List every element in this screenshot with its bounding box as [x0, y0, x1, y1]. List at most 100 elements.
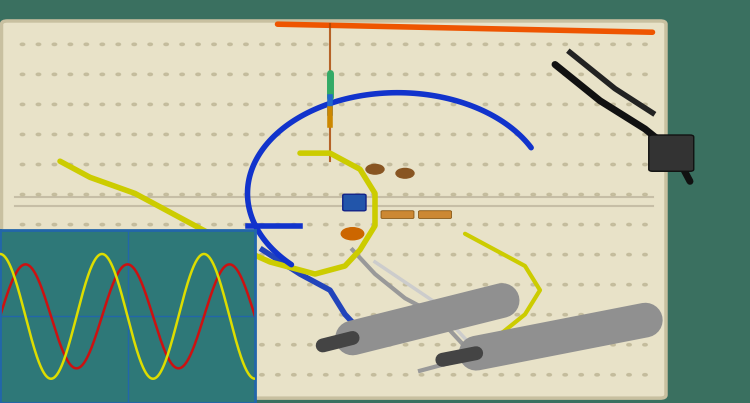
Circle shape — [323, 343, 328, 346]
Circle shape — [196, 73, 200, 76]
Circle shape — [132, 103, 136, 106]
Circle shape — [132, 223, 136, 226]
Circle shape — [36, 343, 40, 346]
Circle shape — [483, 283, 488, 286]
Circle shape — [132, 343, 136, 346]
Circle shape — [467, 223, 472, 226]
Circle shape — [340, 43, 344, 46]
Circle shape — [531, 253, 536, 256]
Circle shape — [276, 343, 280, 346]
Circle shape — [116, 163, 121, 166]
Circle shape — [260, 253, 264, 256]
Circle shape — [499, 374, 503, 376]
Circle shape — [68, 374, 73, 376]
Circle shape — [100, 73, 104, 76]
Circle shape — [53, 253, 57, 256]
Circle shape — [627, 343, 632, 346]
Circle shape — [84, 43, 88, 46]
Circle shape — [84, 103, 88, 106]
Circle shape — [164, 253, 169, 256]
Circle shape — [116, 253, 121, 256]
Circle shape — [308, 283, 312, 286]
Circle shape — [531, 163, 536, 166]
Circle shape — [116, 343, 121, 346]
Circle shape — [483, 133, 488, 136]
Circle shape — [228, 103, 232, 106]
Circle shape — [467, 133, 472, 136]
Circle shape — [36, 43, 40, 46]
Circle shape — [292, 103, 296, 106]
Circle shape — [435, 253, 439, 256]
Circle shape — [419, 133, 424, 136]
Circle shape — [531, 43, 536, 46]
Circle shape — [387, 193, 392, 196]
Circle shape — [452, 73, 456, 76]
Circle shape — [579, 283, 584, 286]
Circle shape — [84, 283, 88, 286]
Circle shape — [196, 193, 200, 196]
Circle shape — [419, 103, 424, 106]
Circle shape — [100, 193, 104, 196]
Circle shape — [610, 253, 615, 256]
Circle shape — [228, 193, 232, 196]
Circle shape — [260, 193, 264, 196]
Circle shape — [196, 314, 200, 316]
Circle shape — [260, 163, 264, 166]
Circle shape — [132, 283, 136, 286]
Circle shape — [53, 103, 57, 106]
Circle shape — [356, 253, 360, 256]
Circle shape — [211, 133, 216, 136]
Circle shape — [292, 314, 296, 316]
Circle shape — [244, 133, 248, 136]
Circle shape — [340, 283, 344, 286]
Circle shape — [211, 283, 216, 286]
Circle shape — [244, 223, 248, 226]
Circle shape — [260, 223, 264, 226]
Circle shape — [180, 343, 184, 346]
Circle shape — [308, 374, 312, 376]
Circle shape — [53, 193, 57, 196]
Circle shape — [371, 223, 376, 226]
Circle shape — [340, 103, 344, 106]
Circle shape — [643, 133, 647, 136]
Circle shape — [595, 343, 599, 346]
Circle shape — [164, 163, 169, 166]
Circle shape — [452, 163, 456, 166]
Circle shape — [276, 43, 280, 46]
Circle shape — [36, 314, 40, 316]
Circle shape — [563, 43, 568, 46]
Circle shape — [627, 103, 632, 106]
Circle shape — [196, 133, 200, 136]
Circle shape — [36, 283, 40, 286]
Circle shape — [53, 73, 57, 76]
Circle shape — [244, 73, 248, 76]
Circle shape — [116, 374, 121, 376]
Circle shape — [467, 283, 472, 286]
Circle shape — [499, 163, 503, 166]
Circle shape — [563, 133, 568, 136]
Circle shape — [132, 314, 136, 316]
Circle shape — [292, 193, 296, 196]
Circle shape — [148, 193, 152, 196]
Circle shape — [53, 43, 57, 46]
Circle shape — [20, 223, 25, 226]
Circle shape — [180, 73, 184, 76]
Circle shape — [627, 73, 632, 76]
Circle shape — [531, 223, 536, 226]
Circle shape — [164, 314, 169, 316]
Circle shape — [387, 133, 392, 136]
Circle shape — [531, 374, 536, 376]
Circle shape — [36, 374, 40, 376]
Circle shape — [404, 374, 408, 376]
Circle shape — [340, 163, 344, 166]
Circle shape — [563, 223, 568, 226]
Circle shape — [483, 163, 488, 166]
Circle shape — [244, 193, 248, 196]
Circle shape — [100, 343, 104, 346]
Circle shape — [36, 193, 40, 196]
Circle shape — [547, 103, 551, 106]
Circle shape — [404, 73, 408, 76]
Circle shape — [260, 374, 264, 376]
Circle shape — [244, 283, 248, 286]
Circle shape — [84, 133, 88, 136]
